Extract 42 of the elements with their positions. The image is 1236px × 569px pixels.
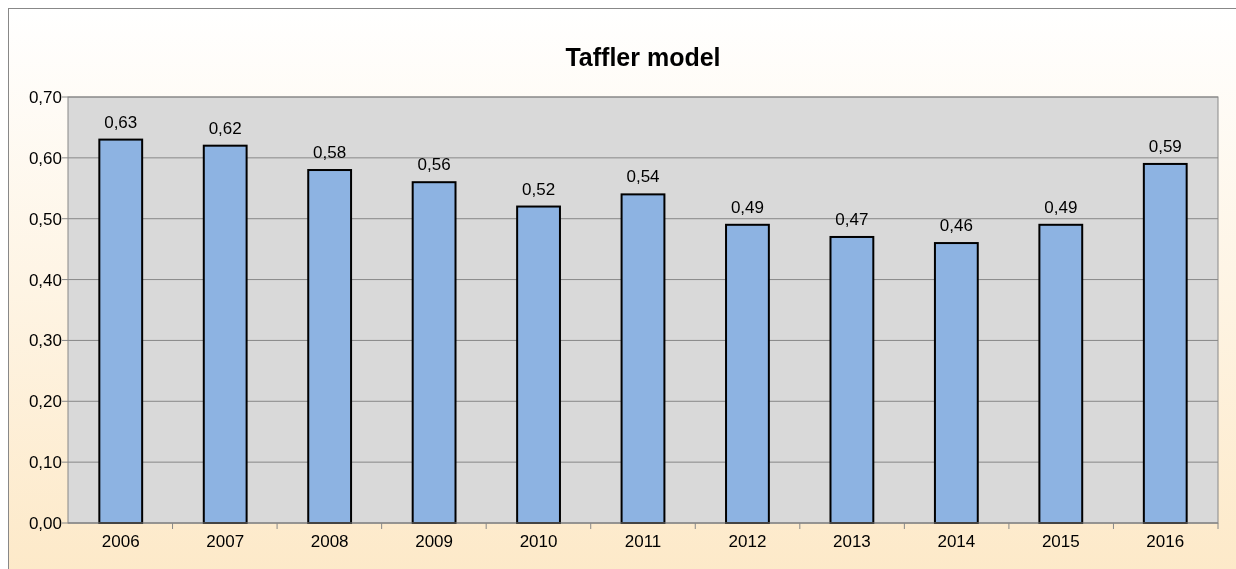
bar (307, 169, 353, 524)
y-tick-label: 0,70 (28, 87, 62, 107)
chart-title: Taffler model (565, 43, 721, 71)
bar (202, 144, 248, 524)
x-tick-label: 2009 (415, 532, 454, 551)
x-tick-label: 2006 (101, 532, 140, 551)
bar (933, 242, 979, 524)
bar (1142, 162, 1188, 524)
x-tick-label: 2007 (206, 532, 245, 551)
y-tick-label: 0,00 (28, 513, 62, 533)
data-label: 0,47 (835, 209, 869, 229)
x-tick-label: 2013 (832, 532, 871, 551)
data-label: 0,46 (939, 216, 973, 236)
x-tick-label: 2008 (310, 532, 349, 551)
data-label: 0,54 (626, 167, 660, 187)
data-label: 0,49 (730, 197, 764, 217)
bar (1038, 223, 1084, 524)
x-tick-label: 2014 (937, 532, 976, 551)
bar (516, 205, 561, 524)
data-label: 0,56 (417, 155, 451, 175)
x-tick-label: 2011 (624, 532, 662, 551)
x-tick-label: 2012 (728, 532, 767, 551)
y-tick-label: 0,20 (28, 392, 62, 412)
data-label: 0,52 (522, 179, 556, 199)
data-label: 0,49 (1044, 197, 1078, 217)
y-tick-label: 0,40 (28, 270, 62, 290)
bar (829, 235, 875, 524)
x-tick-label: 2010 (519, 532, 558, 551)
x-tick-label: 2015 (1041, 532, 1080, 551)
x-tick-label: 2016 (1146, 532, 1185, 551)
data-label: 0,63 (104, 112, 138, 132)
bar (411, 181, 457, 524)
bar (98, 138, 144, 524)
y-tick-label: 0,60 (28, 148, 62, 168)
y-tick-label: 0,50 (28, 209, 62, 229)
y-tick-label: 0,30 (28, 331, 62, 351)
y-tick-label: 0,10 (28, 453, 62, 473)
bar (725, 223, 770, 524)
data-label: 0,59 (1148, 136, 1182, 156)
data-label: 0,62 (208, 118, 242, 138)
bar (620, 193, 666, 524)
data-label: 0,58 (313, 143, 347, 163)
